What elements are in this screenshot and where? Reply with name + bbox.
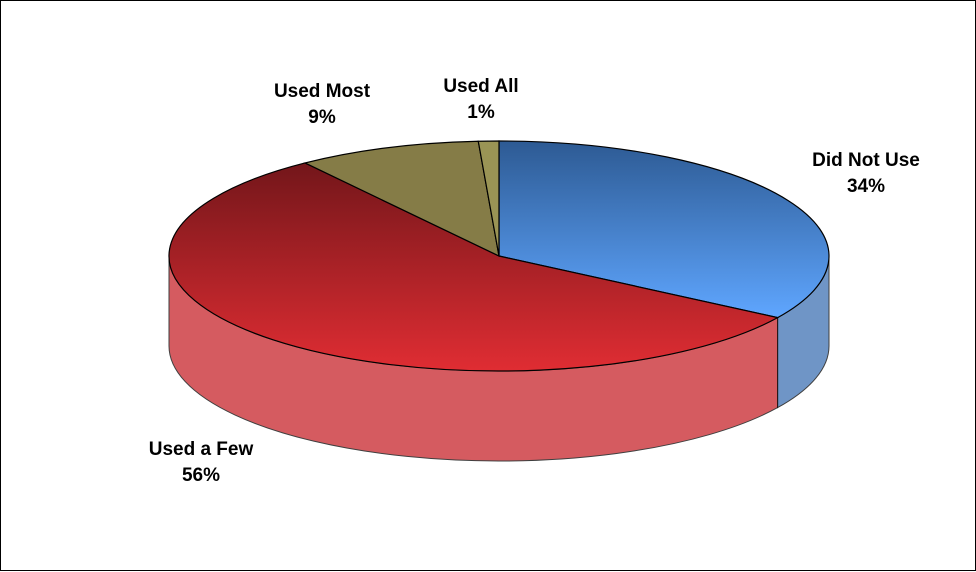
slice-used-all — [477, 140, 500, 257]
slice-name: Used All — [443, 76, 519, 97]
slice-used-a-few — [168, 162, 780, 372]
slice-name: Used a Few — [148, 439, 254, 460]
slice-percent: 1% — [467, 102, 495, 123]
slice-name: Used Most — [273, 81, 371, 102]
slice-did-not-use — [498, 140, 830, 319]
slice-percent: 9% — [308, 107, 336, 128]
slice-label-did-not-use: Did Not Use 34% — [791, 148, 941, 200]
slice-name: Did Not Use — [812, 150, 920, 171]
slice-used-most — [303, 140, 500, 258]
slice-label-used-a-few: Used a Few 56% — [121, 437, 281, 489]
slice-label-used-most: Used Most 9% — [247, 79, 397, 131]
slice-percent: 34% — [846, 176, 886, 197]
slice-percent: 56% — [181, 465, 221, 486]
slice-label-used-all: Used All 1% — [406, 74, 556, 126]
